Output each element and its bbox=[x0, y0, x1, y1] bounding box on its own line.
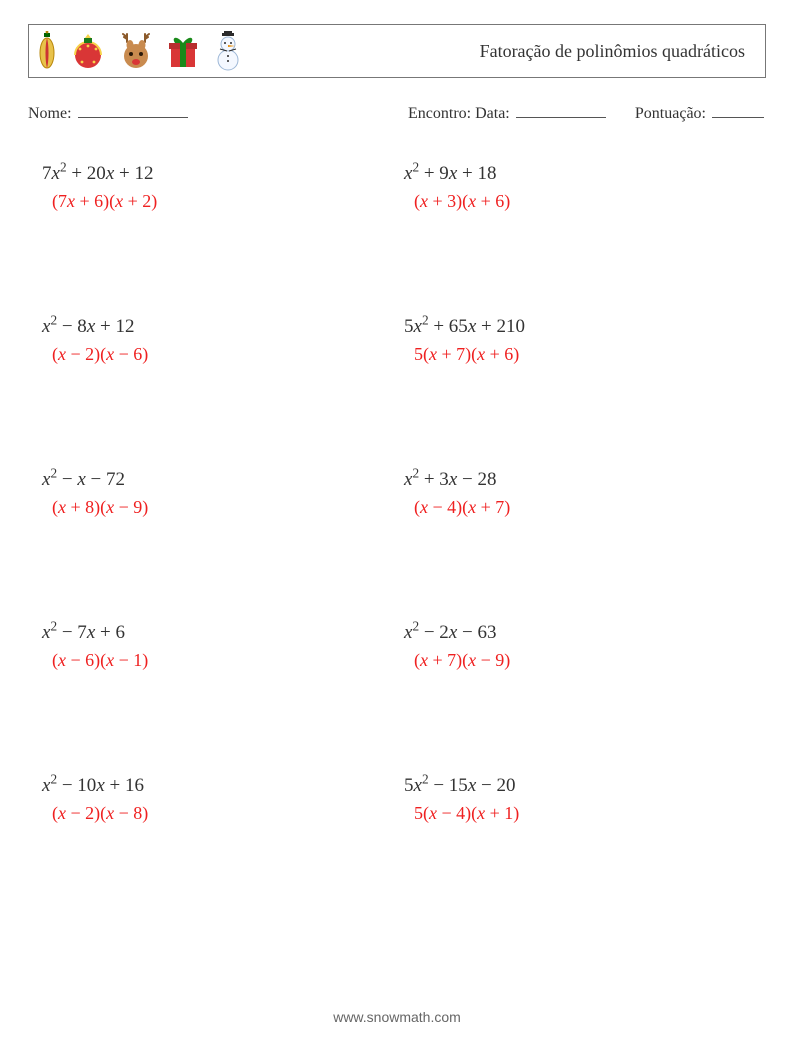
problem-cell: x2 − 7x + 6 (x − 6)(x − 1) bbox=[42, 622, 404, 671]
problem-answer: (7x + 6)(x + 2) bbox=[42, 191, 404, 212]
ornament-long-icon bbox=[37, 31, 57, 71]
problem-expression: x2 − 2x − 63 bbox=[404, 622, 766, 644]
snowman-icon bbox=[213, 31, 243, 71]
problem-cell: 5x2 − 15x − 20 5(x − 4)(x + 1) bbox=[404, 775, 766, 824]
problem-answer: (x + 3)(x + 6) bbox=[404, 191, 766, 212]
problem-expression: x2 − 7x + 6 bbox=[42, 622, 404, 644]
worksheet-header: Fatoração de polinômios quadráticos bbox=[28, 24, 766, 78]
meta-row: Nome: Encontro: Data: Pontuação: bbox=[28, 104, 766, 123]
worksheet-title: Fatoração de polinômios quadráticos bbox=[480, 41, 751, 62]
problem-answer: (x − 2)(x − 6) bbox=[42, 344, 404, 365]
problem-cell: x2 − x − 72 (x + 8)(x − 9) bbox=[42, 469, 404, 518]
problem-answer: (x − 2)(x − 8) bbox=[42, 803, 404, 824]
score-label: Pontuação: bbox=[635, 105, 706, 122]
problem-cell: x2 − 10x + 16 (x − 2)(x − 8) bbox=[42, 775, 404, 824]
ornament-ball-icon bbox=[71, 32, 105, 70]
problem-cell: 5x2 + 65x + 210 5(x + 7)(x + 6) bbox=[404, 316, 766, 365]
problem-expression: x2 − 10x + 16 bbox=[42, 775, 404, 797]
problem-cell: x2 + 3x − 28 (x − 4)(x + 7) bbox=[404, 469, 766, 518]
problem-answer: (x + 7)(x − 9) bbox=[404, 650, 766, 671]
problem-expression: x2 + 3x − 28 bbox=[404, 469, 766, 491]
name-blank[interactable] bbox=[78, 104, 188, 118]
problem-cell: 7x2 + 20x + 12 (7x + 6)(x + 2) bbox=[42, 163, 404, 212]
problem-answer: (x − 6)(x − 1) bbox=[42, 650, 404, 671]
problem-expression: 5x2 + 65x + 210 bbox=[404, 316, 766, 338]
problem-expression: x2 − 8x + 12 bbox=[42, 316, 404, 338]
problem-expression: 7x2 + 20x + 12 bbox=[42, 163, 404, 185]
problem-expression: x2 − x − 72 bbox=[42, 469, 404, 491]
gift-box-icon bbox=[167, 33, 199, 69]
problems-grid: 7x2 + 20x + 12 (7x + 6)(x + 2)x2 + 9x + 1… bbox=[28, 163, 766, 824]
problem-cell: x2 + 9x + 18 (x + 3)(x + 6) bbox=[404, 163, 766, 212]
problem-cell: x2 − 2x − 63 (x + 7)(x − 9) bbox=[404, 622, 766, 671]
problem-cell: x2 − 8x + 12 (x − 2)(x − 6) bbox=[42, 316, 404, 365]
problem-expression: 5x2 − 15x − 20 bbox=[404, 775, 766, 797]
problem-answer: (x − 4)(x + 7) bbox=[404, 497, 766, 518]
problem-answer: 5(x + 7)(x + 6) bbox=[404, 344, 766, 365]
icon-strip bbox=[37, 31, 243, 71]
score-blank[interactable] bbox=[712, 104, 764, 118]
footer-url: www.snowmath.com bbox=[0, 1009, 794, 1025]
problem-answer: 5(x − 4)(x + 1) bbox=[404, 803, 766, 824]
name-label: Nome: bbox=[28, 105, 72, 122]
problem-answer: (x + 8)(x − 9) bbox=[42, 497, 404, 518]
problem-expression: x2 + 9x + 18 bbox=[404, 163, 766, 185]
date-blank[interactable] bbox=[516, 104, 606, 118]
reindeer-icon bbox=[119, 32, 153, 70]
date-label: Encontro: Data: bbox=[408, 105, 510, 122]
